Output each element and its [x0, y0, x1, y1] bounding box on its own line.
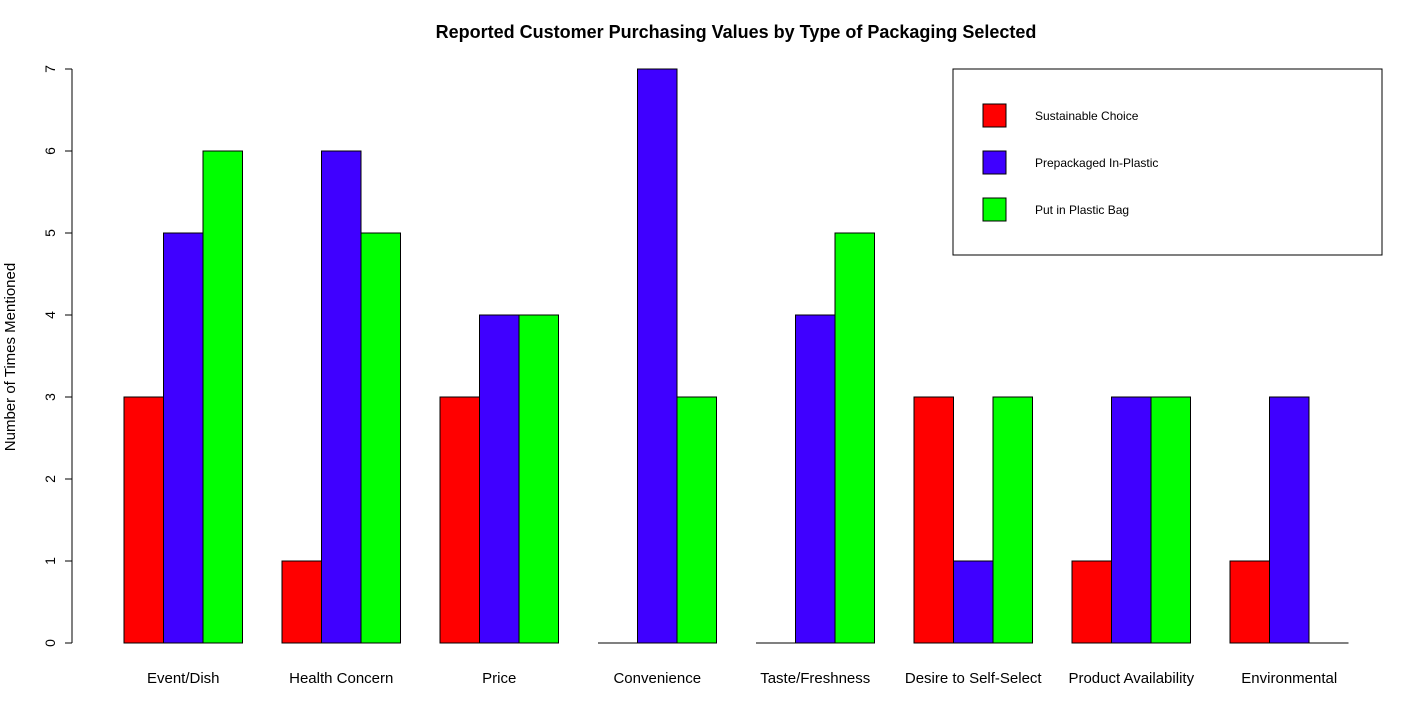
y-tick-label: 2	[42, 475, 58, 483]
y-tick-label: 0	[42, 639, 58, 647]
bar	[281, 560, 322, 644]
bar	[913, 396, 954, 644]
y-tick-label: 3	[42, 393, 58, 401]
y-tick-label: 4	[42, 311, 58, 319]
bar	[1150, 396, 1191, 644]
bar	[1269, 396, 1310, 644]
y-tick-label: 5	[42, 229, 58, 237]
legend: Sustainable Choice Prepackaged In-Plastic…	[952, 68, 1383, 256]
category-labels: Event/Dish Health Concern Price Convenience…	[147, 670, 1337, 687]
legend-swatch	[982, 150, 1007, 175]
bar	[1111, 396, 1152, 644]
bar	[321, 150, 362, 644]
y-axis-label: Number of Times Mentioned	[2, 263, 19, 451]
legend-box	[952, 68, 1383, 256]
bar	[795, 314, 836, 644]
bar	[953, 560, 994, 644]
x-tick-label: Desire to Self-Select	[905, 670, 1043, 687]
y-tick-label: 1	[42, 557, 58, 565]
legend-swatch	[982, 197, 1007, 222]
bar	[163, 232, 204, 644]
bar	[479, 314, 520, 644]
y-axis: 0 1 2 3 4 5 6 7	[42, 65, 73, 647]
bar	[518, 314, 559, 644]
bars-group	[123, 68, 1349, 644]
x-tick-label: Environmental	[1241, 670, 1337, 687]
x-tick-label: Taste/Freshness	[760, 670, 870, 687]
bar	[439, 396, 480, 644]
y-tick-label: 7	[42, 65, 58, 73]
x-tick-label: Health Concern	[289, 670, 393, 687]
bar	[1229, 560, 1270, 644]
bar	[202, 150, 243, 644]
bar	[360, 232, 401, 644]
y-tick-label: 6	[42, 147, 58, 155]
bar	[637, 68, 678, 644]
x-tick-label: Event/Dish	[147, 670, 220, 687]
chart-title: Reported Customer Purchasing Values by T…	[436, 22, 1037, 42]
x-tick-label: Convenience	[613, 670, 701, 687]
bar	[676, 396, 717, 644]
legend-label: Sustainable Choice	[1035, 109, 1139, 123]
bar	[123, 396, 164, 644]
bar	[1071, 560, 1112, 644]
x-tick-label: Product Availability	[1068, 670, 1194, 687]
bar	[834, 232, 875, 644]
legend-swatch	[982, 103, 1007, 128]
bar	[992, 396, 1033, 644]
legend-label: Put in Plastic Bag	[1035, 203, 1129, 217]
legend-label: Prepackaged In-Plastic	[1035, 156, 1158, 170]
x-tick-label: Price	[482, 670, 516, 687]
